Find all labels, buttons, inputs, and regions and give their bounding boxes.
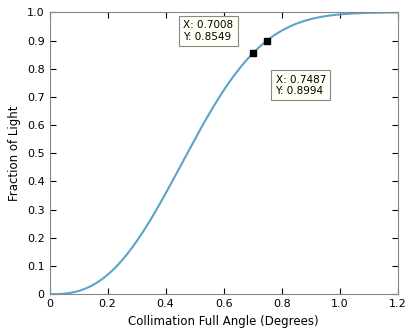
Y-axis label: Fraction of Light: Fraction of Light — [8, 106, 21, 201]
Text: X: 0.7487
Y: 0.8994: X: 0.7487 Y: 0.8994 — [276, 75, 326, 96]
Text: X: 0.7008
Y: 0.8549: X: 0.7008 Y: 0.8549 — [183, 20, 233, 42]
X-axis label: Collimation Full Angle (Degrees): Collimation Full Angle (Degrees) — [128, 315, 319, 328]
